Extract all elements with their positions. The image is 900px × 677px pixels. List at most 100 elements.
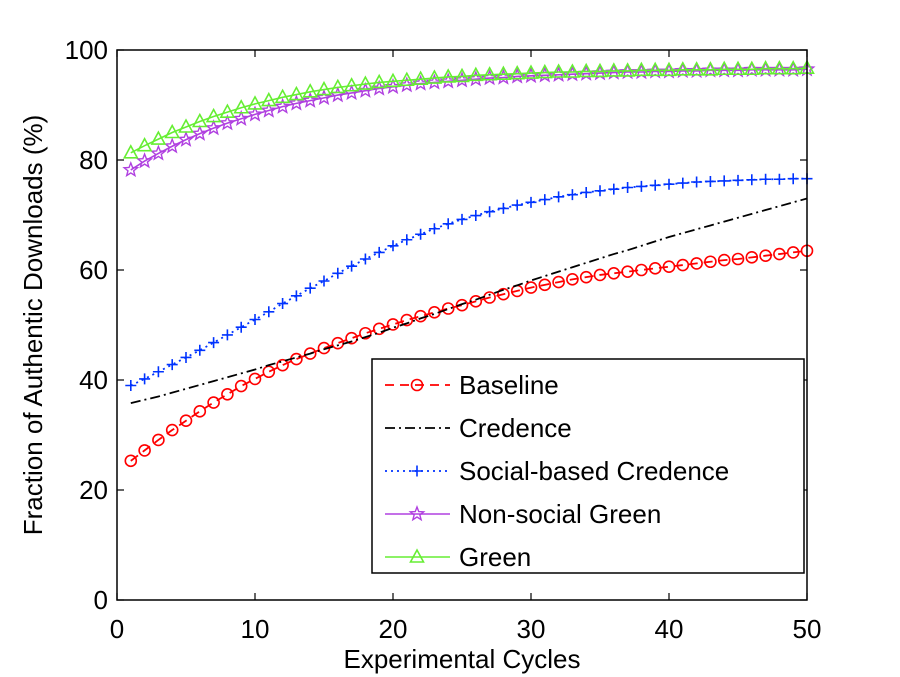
data-point-green [605, 62, 622, 77]
legend-item-non-social-green: Non-social Green [385, 499, 661, 529]
data-point-non-social-green [149, 144, 167, 161]
data-point-green [771, 60, 788, 75]
series-line-green [130, 67, 808, 154]
data-point-green [716, 60, 733, 76]
data-point-social-based-credence [663, 178, 675, 190]
data-point-non-social-green [674, 61, 692, 79]
y-tick-label: 0 [94, 585, 108, 615]
data-point-baseline [124, 454, 138, 468]
x-tick-label: 40 [655, 614, 684, 644]
data-point-baseline [773, 247, 786, 261]
data-point-social-based-credence [704, 175, 716, 187]
data-point-social-based-credence [649, 179, 661, 191]
data-point-baseline [731, 252, 745, 266]
y-tick-label: 80 [79, 145, 108, 175]
data-point-social-based-credence [608, 183, 620, 195]
legend-marker-green [409, 548, 425, 563]
data-point-baseline [359, 326, 372, 340]
data-point-baseline [759, 249, 772, 262]
data-point-non-social-green [701, 61, 719, 78]
data-point-social-based-credence [732, 174, 744, 186]
data-point-green [743, 60, 760, 76]
legend: Baseline Credence Social-based Credence Non… [371, 358, 805, 574]
data-point-baseline [303, 347, 317, 360]
y-tick-label: 40 [79, 365, 108, 395]
data-point-non-social-green [232, 109, 250, 126]
legend-label-social-based-credence: Social-based Credence [459, 456, 729, 486]
data-point-social-based-credence [166, 359, 178, 371]
data-point-baseline [566, 273, 579, 286]
data-point-green [371, 73, 388, 89]
legend-item-baseline: Baseline [385, 370, 559, 400]
data-point-social-based-credence [442, 218, 454, 230]
data-point-green [191, 112, 208, 128]
data-point-social-based-credence [691, 176, 703, 188]
plot-frame [116, 49, 808, 601]
data-point-green [219, 103, 236, 118]
y-axis-label: Fraction of Authentic Downloads (%) [18, 115, 48, 536]
data-point-social-based-credence [525, 196, 537, 208]
series-green [122, 59, 815, 159]
data-point-green [164, 123, 181, 139]
data-point-social-based-credence [125, 380, 137, 391]
data-point-baseline [579, 270, 593, 284]
axis-ticks: 0 10 20 30 40 50 0 20 40 60 80 100 [65, 35, 822, 644]
legend-item-green: Green [385, 542, 531, 572]
x-tick-label: 50 [793, 614, 822, 644]
data-point-baseline [621, 265, 634, 278]
data-point-baseline [552, 275, 565, 289]
data-point-social-based-credence [373, 246, 385, 258]
data-point-green [536, 63, 553, 79]
data-point-social-based-credence [221, 329, 233, 341]
data-point-non-social-green [646, 62, 664, 79]
data-point-green [467, 66, 484, 82]
data-point-social-based-credence [580, 186, 592, 198]
data-point-social-based-credence [139, 373, 151, 385]
data-point-green [343, 77, 360, 92]
data-point-baseline [704, 255, 717, 269]
data-point-social-based-credence [277, 298, 289, 310]
data-point-green [509, 64, 526, 80]
data-point-social-based-credence [194, 344, 206, 356]
data-point-green [730, 60, 746, 76]
y-tick-label: 20 [79, 475, 108, 505]
data-point-green [205, 107, 222, 123]
data-point-green [523, 64, 539, 79]
data-point-baseline [524, 281, 538, 294]
data-point-social-based-credence [622, 182, 634, 193]
data-point-social-based-credence [401, 234, 413, 246]
series-line-credence [130, 197, 808, 404]
data-point-non-social-green [315, 88, 333, 106]
data-point-green [550, 63, 567, 78]
data-point-green [385, 72, 401, 88]
data-point-non-social-green [122, 160, 140, 178]
data-point-green [316, 80, 332, 96]
data-point-green [136, 137, 153, 152]
data-point-baseline [276, 358, 289, 372]
data-point-social-based-credence [180, 351, 192, 363]
data-point-baseline [414, 309, 427, 323]
data-point-non-social-green [287, 94, 305, 111]
data-point-green [260, 91, 277, 107]
legend-label-credence: Credence [459, 413, 572, 443]
data-point-green [178, 118, 194, 133]
series-line-social-based-credence [130, 177, 807, 387]
data-point-social-based-credence [359, 253, 371, 265]
data-point-non-social-green [177, 130, 195, 147]
data-point-green [454, 67, 470, 83]
data-point-green [329, 78, 346, 94]
series-social-based-credence [125, 173, 813, 391]
data-point-non-social-green [191, 124, 209, 141]
data-point-social-based-credence [387, 240, 399, 252]
data-point-non-social-green [136, 152, 154, 169]
data-point-baseline [234, 379, 248, 393]
data-point-social-based-credence [290, 290, 302, 302]
data-point-social-based-credence [152, 366, 164, 378]
data-point-social-based-credence [470, 210, 482, 222]
data-point-social-based-credence [208, 337, 220, 349]
data-point-non-social-green [619, 63, 637, 80]
data-point-green [647, 61, 664, 77]
data-point-non-social-green [770, 60, 788, 78]
data-point-social-based-credence [304, 282, 316, 294]
data-point-baseline [662, 260, 676, 274]
